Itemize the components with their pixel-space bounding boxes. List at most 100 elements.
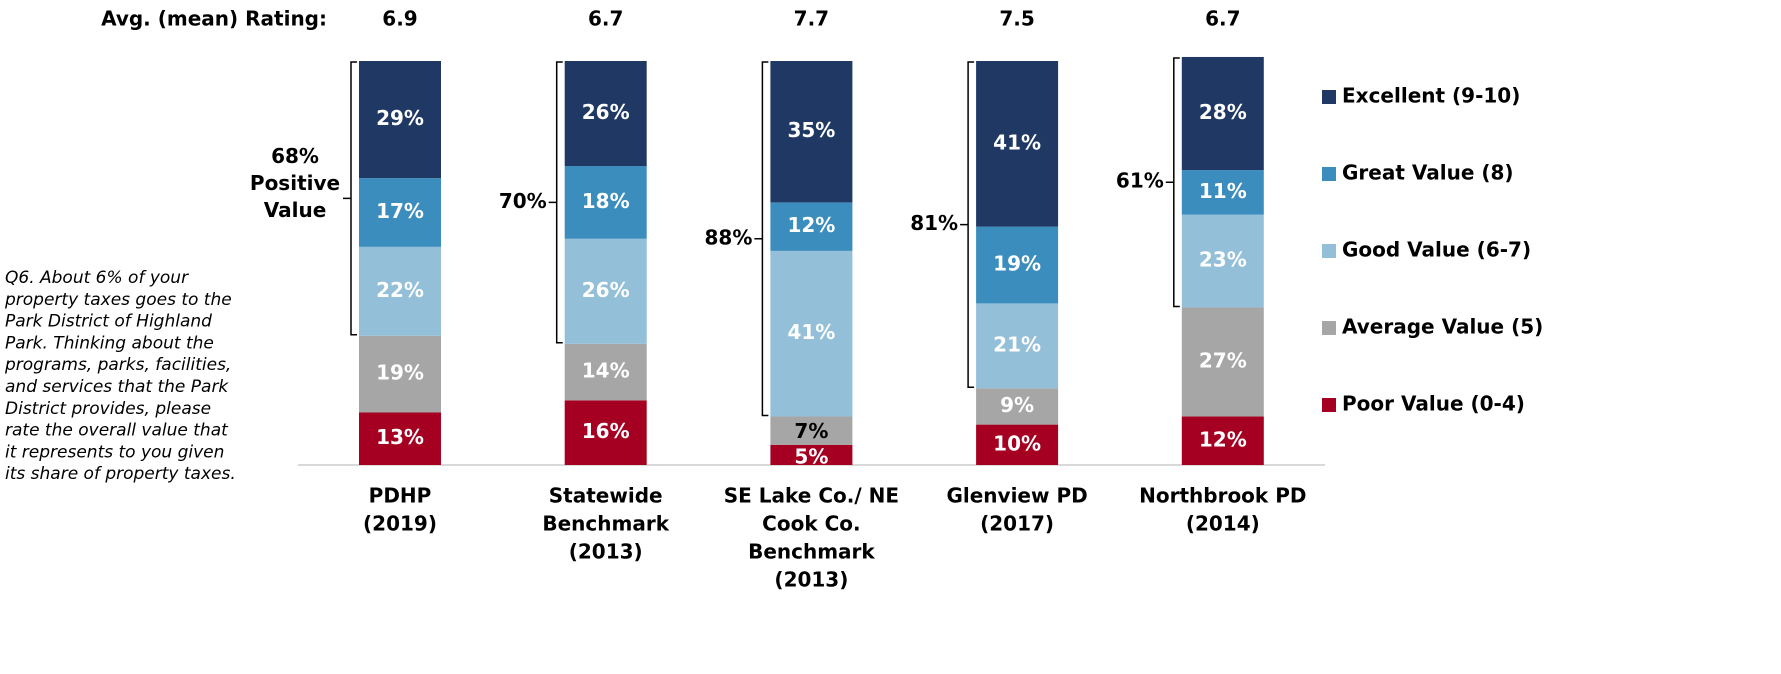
x-tick-label: Glenview PD bbox=[946, 484, 1087, 508]
avg-value: 7.7 bbox=[794, 7, 829, 31]
bar-segment bbox=[564, 343, 647, 401]
avg-value: 6.9 bbox=[382, 7, 417, 31]
bar-segment bbox=[564, 61, 647, 167]
value-label: 14% bbox=[582, 359, 630, 383]
bar-segment bbox=[564, 166, 647, 239]
value-label: 19% bbox=[993, 252, 1041, 276]
value-label: 10% bbox=[993, 431, 1041, 455]
legend-label: Great Value (8) bbox=[1342, 161, 1514, 185]
question-text: Q6. About 6% of your bbox=[5, 268, 189, 288]
value-label: 41% bbox=[787, 320, 835, 344]
positive-label: 81% bbox=[910, 211, 958, 235]
question-text: District provides, please bbox=[5, 399, 211, 419]
bar-segment bbox=[1181, 416, 1264, 465]
bracket bbox=[960, 61, 975, 388]
value-label: 19% bbox=[376, 361, 424, 385]
question-text: rate the overall value that bbox=[5, 421, 229, 441]
positive-label: 61% bbox=[1116, 169, 1164, 193]
bar-segment bbox=[770, 61, 853, 203]
legend-swatch bbox=[1322, 244, 1336, 258]
value-label: 27% bbox=[1199, 348, 1247, 372]
bar-segment bbox=[976, 61, 1059, 227]
avg-label: Avg. (mean) Rating: bbox=[101, 7, 327, 31]
bracket bbox=[548, 61, 563, 344]
bar-segment bbox=[359, 246, 441, 336]
bar-segment bbox=[1181, 170, 1264, 215]
value-label: 11% bbox=[1199, 179, 1247, 203]
bar-segment bbox=[976, 226, 1059, 304]
bracket bbox=[754, 61, 769, 417]
x-tick-label: Statewide bbox=[549, 484, 663, 508]
bar-segment bbox=[564, 400, 647, 465]
value-label: 41% bbox=[993, 130, 1041, 154]
value-label: 21% bbox=[993, 332, 1041, 356]
value-label: 18% bbox=[582, 189, 630, 213]
bar-segment bbox=[359, 61, 441, 179]
legend-swatch bbox=[1322, 90, 1336, 104]
bar-segment bbox=[359, 335, 441, 413]
bar-segment bbox=[359, 178, 441, 247]
x-tick-label: Cook Co. bbox=[762, 512, 860, 536]
value-label: 12% bbox=[787, 213, 835, 237]
positive-label: 88% bbox=[705, 225, 753, 249]
question-text: and services that the Park bbox=[5, 377, 229, 397]
bar-segment bbox=[1181, 56, 1264, 171]
legend-swatch bbox=[1322, 167, 1336, 181]
positive-caption: Positive bbox=[250, 171, 340, 195]
value-label: 23% bbox=[1199, 247, 1247, 271]
bar-segment bbox=[976, 388, 1059, 425]
x-tick-label: Benchmark bbox=[542, 512, 669, 536]
x-tick-label: (2019) bbox=[363, 512, 437, 536]
question-text: Park District of Highland bbox=[5, 312, 212, 332]
question-text: property taxes goes to the bbox=[4, 290, 232, 310]
value-label: 35% bbox=[787, 118, 835, 142]
x-tick-label: Northbrook PD bbox=[1139, 484, 1306, 508]
bar-segment bbox=[359, 412, 441, 465]
bar-segment bbox=[770, 416, 853, 445]
x-tick-label: (2013) bbox=[569, 540, 643, 564]
legend-label: Poor Value (0-4) bbox=[1342, 392, 1525, 416]
value-label: 7% bbox=[794, 419, 828, 443]
legend-label: Good Value (6-7) bbox=[1342, 238, 1531, 262]
question-text: Park. Thinking about the bbox=[5, 333, 214, 353]
question-text: its share of property taxes. bbox=[5, 464, 236, 484]
x-tick-label: (2014) bbox=[1186, 512, 1260, 536]
value-label: 26% bbox=[582, 100, 630, 124]
avg-value: 7.5 bbox=[999, 7, 1034, 31]
value-label: 29% bbox=[376, 106, 424, 130]
legend-label: Excellent (9-10) bbox=[1342, 84, 1520, 108]
legend-swatch bbox=[1322, 398, 1336, 412]
legend-swatch bbox=[1322, 321, 1336, 335]
x-tick-label: (2013) bbox=[774, 568, 848, 592]
x-tick-label: Benchmark bbox=[748, 540, 875, 564]
positive-label: 68% bbox=[271, 144, 319, 168]
value-label: 17% bbox=[376, 199, 424, 223]
positive-label: 70% bbox=[499, 189, 547, 213]
bar-segment bbox=[1181, 307, 1264, 417]
value-label: 16% bbox=[582, 419, 630, 443]
question-text: programs, parks, facilities, bbox=[4, 355, 231, 375]
bracket bbox=[343, 61, 357, 336]
value-label: 12% bbox=[1199, 427, 1247, 451]
x-tick-label: (2017) bbox=[980, 512, 1054, 536]
x-tick-label: PDHP bbox=[369, 484, 432, 508]
value-label: 5% bbox=[794, 444, 828, 468]
bar-segment bbox=[976, 424, 1059, 465]
value-label: 9% bbox=[1000, 393, 1034, 417]
bar-segment bbox=[564, 238, 647, 344]
value-label: 22% bbox=[376, 278, 424, 302]
x-tick-label: SE Lake Co./ NE bbox=[724, 484, 899, 508]
avg-value: 6.7 bbox=[588, 7, 623, 31]
bar-segment bbox=[770, 444, 853, 465]
bar-segment bbox=[770, 250, 853, 417]
bar-segment bbox=[976, 303, 1059, 389]
value-label: 13% bbox=[376, 425, 424, 449]
bar-segment bbox=[770, 202, 853, 251]
value-label: 26% bbox=[582, 278, 630, 302]
positive-caption: Value bbox=[264, 198, 327, 222]
legend-label: Average Value (5) bbox=[1342, 315, 1543, 339]
bar-segment bbox=[1181, 214, 1264, 308]
avg-value: 6.7 bbox=[1205, 7, 1240, 31]
question-text: it represents to you given bbox=[5, 442, 224, 462]
